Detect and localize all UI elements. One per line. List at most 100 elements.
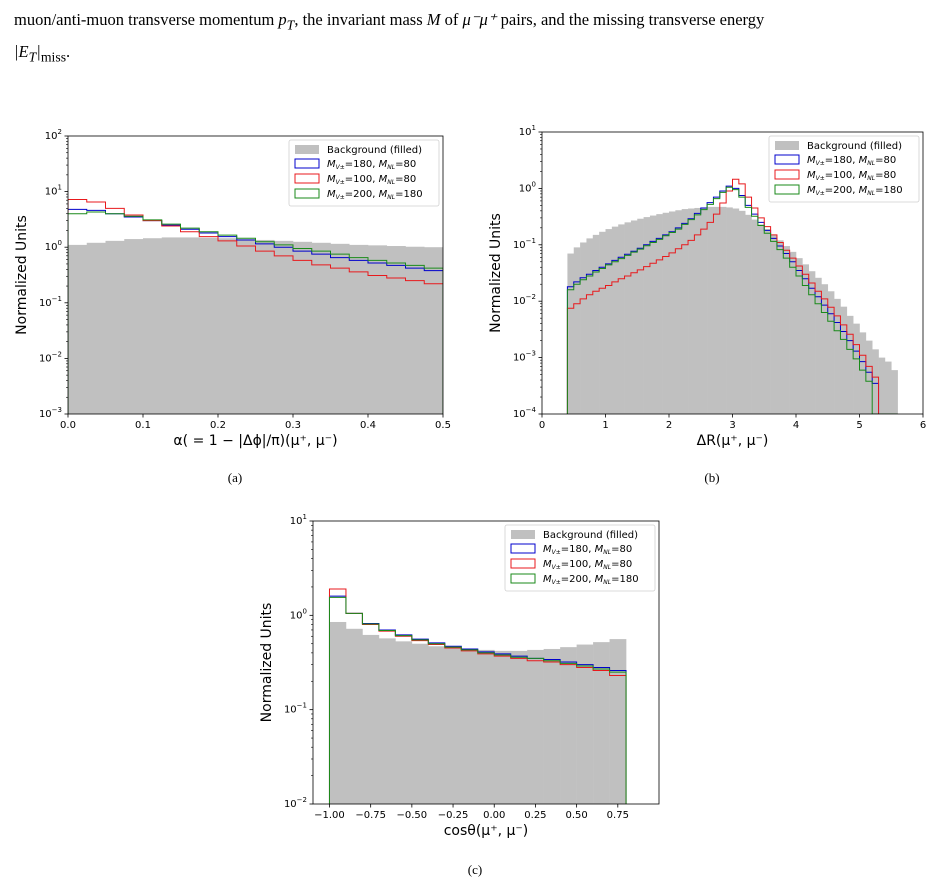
background-bar [611, 226, 619, 414]
chart-a: 0.0 0.1 0.2 0.3 0.4 0.5 10−3 10−2 10−1 100 101 102 α… [14, 128, 451, 449]
background-bar [461, 648, 479, 804]
legend: Background (filled) MV±=180, MNL=80 MV±=10… [288, 139, 440, 207]
x-tick-label: 4 [793, 420, 799, 431]
background-bar [840, 306, 848, 414]
background-bar [345, 628, 363, 804]
legend-swatch-series-3 [510, 573, 536, 584]
axes-frame [312, 520, 660, 805]
intro-text-4: pairs, and the missing transverse energy [500, 10, 765, 29]
legend-swatch-series-2 [294, 173, 320, 184]
background-bar [815, 277, 822, 414]
legend-label-series-2: MV±=100, MNL=80 [807, 170, 896, 182]
y-tick-label: 100 [45, 239, 62, 253]
y-axis-label: Normalized Units [14, 215, 30, 335]
x-tick-label: 1 [602, 420, 608, 431]
background-bar [726, 207, 733, 414]
background-bar [330, 243, 350, 414]
background-bar [161, 237, 181, 414]
background-bar [802, 264, 809, 414]
background-bar [349, 244, 369, 414]
legend-swatch-series-1 [774, 154, 800, 165]
x-tick-label: 0.0 [60, 420, 76, 431]
plot-area [566, 178, 898, 414]
legend-box [504, 524, 656, 592]
sym-miss: miss [40, 49, 67, 65]
background-bar [846, 315, 854, 414]
legend-label-background: Background (filled) [543, 530, 638, 541]
background-bar [527, 649, 544, 804]
background-bar [669, 211, 676, 414]
background-bar [675, 210, 682, 414]
background-bar [700, 207, 708, 414]
y-tick-label: 10−1 [39, 295, 62, 309]
y-tick-label: 10−1 [513, 237, 536, 251]
background-bar [180, 237, 200, 414]
background-bar [821, 284, 829, 414]
background-bar [424, 247, 443, 414]
intro-period: . [66, 42, 71, 62]
background-bar [586, 238, 594, 414]
background-bar [428, 646, 446, 804]
background-bar [592, 234, 600, 414]
legend-label-series-3: MV±=200, MNL=180 [327, 189, 423, 201]
legend-swatch-background [775, 141, 799, 150]
sym-mumu: μ⁻μ⁺ [462, 10, 497, 29]
x-tick-label: 0.00 [483, 810, 505, 821]
background-bar [411, 643, 429, 804]
background-bar [783, 246, 790, 414]
background-bar [567, 253, 575, 414]
background-bar [593, 642, 610, 804]
background-bar [662, 212, 670, 414]
sym-m: M [426, 10, 441, 29]
background-bar [543, 648, 561, 804]
legend-label-series-2: MV±=100, MNL=80 [543, 559, 632, 571]
intro-text-3: of [444, 10, 459, 29]
background-bar [656, 214, 663, 414]
y-tick-label: 101 [519, 124, 536, 138]
background-bar [707, 206, 714, 414]
background-bar [719, 206, 727, 414]
legend-label-series-3: MV±=200, MNL=180 [807, 185, 903, 197]
background-bar [776, 240, 784, 414]
caption-b: (b) [704, 470, 720, 485]
x-axis-label: cosθ(μ⁺, μ⁻) [444, 823, 529, 839]
background-bar [624, 222, 632, 414]
background-bar [609, 639, 627, 804]
background-bar [872, 349, 879, 414]
background-bar [395, 641, 413, 804]
chart-c: −1.00 −0.75 −0.50 −0.25 0.00 0.25 0.50 0.75 10−2… [259, 513, 660, 839]
background-bar [580, 242, 587, 414]
background-bar [688, 208, 695, 414]
y-tick-label: 10−2 [284, 796, 307, 810]
legend-swatch-series-1 [510, 543, 536, 554]
series-line-3 [328, 596, 627, 804]
background-bar [444, 648, 462, 804]
background-bar [573, 247, 581, 414]
y-tick-label: 10−2 [39, 350, 62, 364]
y-tick-label: 102 [45, 128, 62, 142]
legend-swatch-background [511, 530, 535, 539]
background-bar [745, 214, 752, 414]
x-tick-label: 0.75 [607, 810, 629, 821]
legend-box [288, 139, 440, 207]
intro-text-1: muon/anti-muon transverse momentum [14, 10, 275, 29]
background-bar [637, 218, 644, 414]
background-bar [311, 242, 331, 414]
background-bar [789, 251, 797, 414]
x-tick-label: −0.75 [355, 810, 386, 821]
background-bar [878, 357, 886, 414]
background-bar [510, 650, 528, 804]
legend-label-series-1: MV±=180, MNL=80 [807, 155, 896, 167]
background-bar [796, 258, 803, 414]
background-bar [255, 239, 275, 414]
background-bar [713, 206, 721, 414]
background-bar [274, 240, 294, 414]
y-tick-label: 100 [290, 607, 307, 621]
sym-pt-sub: T [286, 17, 295, 33]
background-bar [891, 370, 898, 414]
x-tick-label: 2 [666, 420, 672, 431]
chart-b: 0 1 2 3 4 5 6 10−4 10−3 10−2 10−1 100 101 ΔR(μ⁺, μ⁻) N… [488, 124, 926, 449]
background-bar [218, 238, 238, 414]
y-tick-label: 10−1 [284, 702, 307, 716]
background-bar [649, 215, 657, 414]
